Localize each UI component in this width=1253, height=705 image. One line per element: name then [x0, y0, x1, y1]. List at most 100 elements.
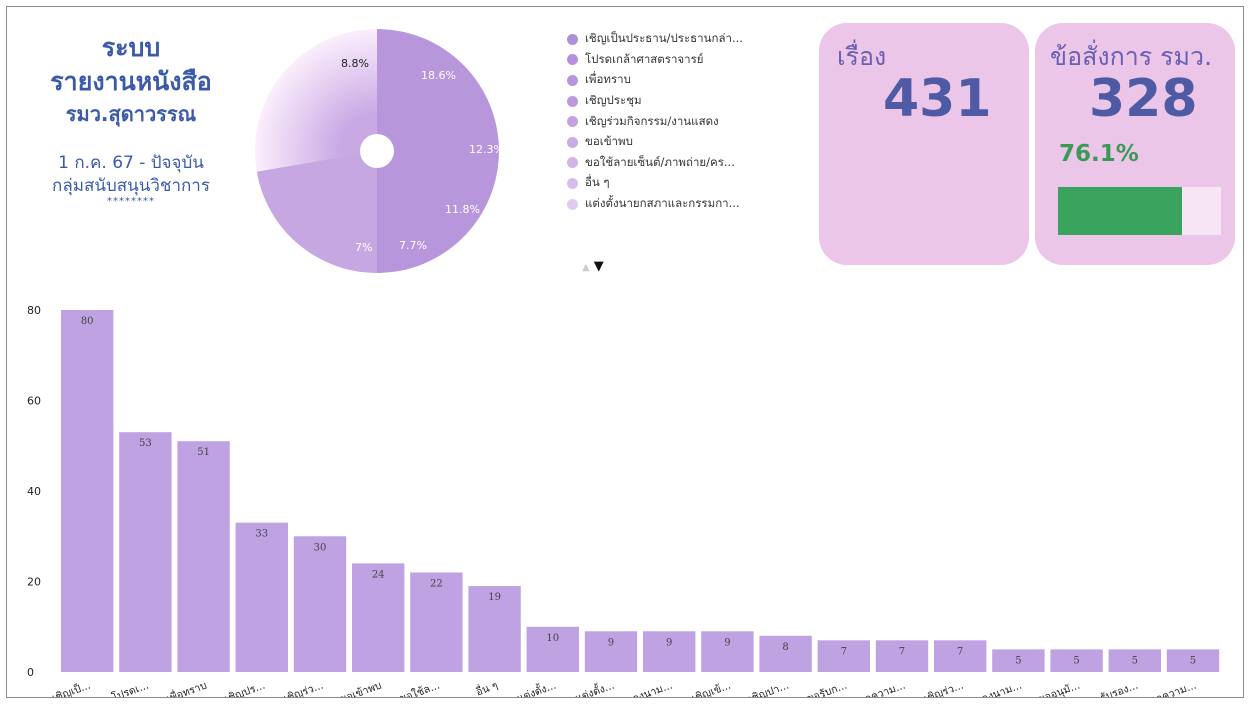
- legend-label: แต่งตั้งนายกสภาและกรรมกา...: [585, 196, 740, 211]
- dashboard-frame: ระบบ รายงานหนังสือ รมว.สุดาวรรณ 1 ก.ค. 6…: [6, 6, 1244, 698]
- bar[interactable]: [177, 441, 230, 672]
- bar[interactable]: [643, 631, 696, 672]
- legend-item: เชิญเป็นประธาน/ประธานกล่า...: [567, 29, 797, 50]
- x-tick-label: เพื่อทราบ: [164, 678, 208, 698]
- title-line-report: รายงานหนังสือ: [50, 67, 212, 96]
- bar-value-label: 9: [666, 637, 672, 648]
- bar[interactable]: [934, 640, 987, 672]
- pie-slice-top-categories[interactable]: [377, 29, 499, 273]
- bar[interactable]: [992, 649, 1045, 672]
- y-tick-label: 20: [27, 576, 41, 589]
- legend-swatch: [567, 116, 578, 128]
- pie-slice-label: 12.3%: [469, 143, 504, 156]
- bar-value-label: 33: [255, 529, 268, 540]
- x-tick-label: ลงนาม...: [980, 680, 1023, 698]
- bar[interactable]: [235, 522, 288, 672]
- x-tick-label: แต่งตั้ง...: [515, 678, 558, 698]
- bar-value-label: 5: [1073, 655, 1079, 666]
- legend-label: เชิญประชุม: [585, 93, 642, 108]
- minister-orders-progress-fill: [1058, 187, 1183, 235]
- x-tick-label: ขอรับก...: [805, 680, 849, 698]
- bar-chart: 0 20 40 60 80 80 เชิญเป็... 53 โปรดเ... 51 เพื่อทร…: [27, 304, 1220, 698]
- pie-hole: [360, 134, 394, 168]
- total-letters-label: เรื่อง: [837, 42, 887, 71]
- bar-value-label: 30: [314, 542, 327, 553]
- x-tick-label: โปรดเ...: [110, 679, 151, 698]
- bar-value-label: 80: [81, 316, 94, 327]
- legend-swatch: [567, 54, 578, 66]
- legend-swatch: [567, 177, 578, 189]
- bar[interactable]: [468, 586, 521, 672]
- pie-chart[interactable]: 8.8% 18.6% 12.3% 11.8% 7.7% 7%: [249, 7, 509, 277]
- legend-label: เพื่อทราบ: [585, 72, 631, 87]
- x-tick-label: ลงนาม...: [631, 680, 674, 698]
- y-tick-label: 60: [27, 395, 41, 408]
- y-tick-label: 0: [27, 666, 34, 679]
- bar[interactable]: [1166, 649, 1220, 672]
- legend-page-up-icon[interactable]: ▲: [582, 262, 590, 273]
- minister-orders-percent: 76.1%: [1059, 141, 1139, 167]
- x-tick-label: ขอใช้ล...: [397, 679, 441, 698]
- bar[interactable]: [119, 432, 172, 672]
- x-tick-label: เชิญร่ว...: [922, 680, 965, 698]
- y-tick-label: 80: [27, 304, 41, 317]
- legend-swatch: [567, 198, 578, 210]
- legend-item: โปรดเกล้าศาสตราจารย์: [567, 50, 797, 71]
- title-line-minister: รมว.สุดาวรรณ: [65, 102, 197, 126]
- pie-slice-label: 18.6%: [421, 69, 456, 82]
- bar-value-label: 24: [372, 569, 385, 580]
- bar[interactable]: [61, 310, 114, 672]
- bar[interactable]: [1050, 649, 1103, 672]
- total-letters-card: เรื่อง 431: [819, 23, 1029, 265]
- bar[interactable]: [759, 635, 812, 672]
- bar-value-label: 51: [197, 447, 210, 458]
- y-tick-label: 40: [27, 485, 41, 498]
- x-tick-label: รับรอง...: [1099, 680, 1140, 698]
- x-tick-label: อื่น ๆ: [474, 678, 500, 698]
- bar[interactable]: [293, 536, 347, 672]
- x-tick-label: ขอความ...: [857, 680, 907, 698]
- legend-item: เชิญร่วมกิจกรรม/งานแสดง: [567, 111, 797, 132]
- bar[interactable]: [410, 572, 463, 672]
- bar-value-label: 5: [1015, 655, 1021, 666]
- legend-item: ขอเข้าพบ: [567, 132, 797, 153]
- x-tick-label: แต่งตั้ง...: [573, 678, 616, 698]
- legend-item: ขอใช้ลายเซ็นต์/ภาพถ่าย/คร...: [567, 153, 797, 174]
- legend-label: เชิญเป็นประธาน/ประธานกล่า...: [585, 31, 743, 46]
- bar-value-label: 5: [1190, 655, 1196, 666]
- bar[interactable]: [352, 563, 405, 672]
- pie-slice-label: 11.8%: [445, 203, 480, 216]
- legend-item: เชิญประชุม: [567, 91, 797, 112]
- legend-item: แต่งตั้งนายกสภาและกรรมกา...: [567, 194, 797, 215]
- pie-slice-label: 7%: [355, 241, 372, 254]
- x-tick-label: ขอเข้าพบ: [338, 680, 383, 698]
- minister-orders-card: ข้อสั่งการ รมว. 328 76.1%: [1035, 23, 1235, 265]
- legend-label: เชิญร่วมกิจกรรม/งานแสดง: [585, 113, 719, 128]
- bar-value-label: 53: [139, 438, 152, 449]
- legend-label: ขอใช้ลายเซ็นต์/ภาพถ่าย/คร...: [585, 154, 735, 169]
- minister-orders-label: ข้อสั่งการ รมว.: [1050, 42, 1213, 71]
- legend-pager[interactable]: ▲ ▼: [582, 259, 604, 274]
- bar-value-label: 7: [957, 646, 963, 657]
- total-letters-value: 431: [883, 69, 992, 129]
- bar[interactable]: [1108, 649, 1161, 672]
- pie-legend: เชิญเป็นประธาน/ประธานกล่า... โปรดเกล้าศาส…: [567, 29, 797, 214]
- stars-decoration: ********: [107, 196, 155, 207]
- x-tick-label: เชิญเป็...: [50, 678, 92, 698]
- bar[interactable]: [875, 640, 929, 672]
- legend-label: อื่น ๆ: [585, 175, 610, 190]
- bar[interactable]: [584, 631, 638, 672]
- pie-slice-mid-categories[interactable]: [256, 151, 377, 273]
- legend-page-down-icon[interactable]: ▼: [593, 259, 604, 274]
- group-name: กลุ่มสนับสนุนวิชาการ: [52, 176, 210, 196]
- date-range: 1 ก.ค. 67 - ปัจจุบัน: [58, 153, 204, 173]
- minister-orders-value: 328: [1089, 69, 1198, 129]
- bar[interactable]: [817, 640, 870, 672]
- title-line-system: ระบบ: [101, 33, 161, 62]
- legend-item: อื่น ๆ: [567, 173, 797, 194]
- x-tick-label: เชิญเข้...: [690, 680, 732, 698]
- bar-value-label: 22: [430, 578, 443, 589]
- bar[interactable]: [526, 626, 579, 672]
- legend-swatch: [567, 74, 578, 86]
- bar[interactable]: [701, 631, 754, 672]
